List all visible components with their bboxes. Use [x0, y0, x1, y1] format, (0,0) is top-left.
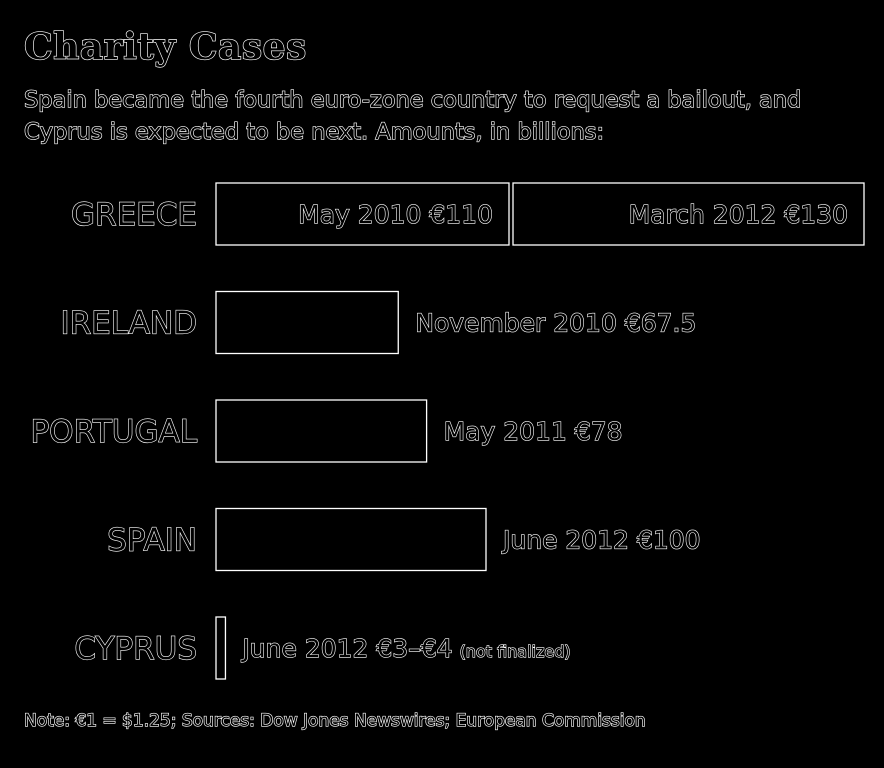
source-note: Note: €1 = $1.25; Sources: Dow Jones New…	[23, 710, 646, 731]
bar-greece-0	[215, 182, 510, 246]
bar-ireland-0	[215, 290, 399, 355]
bar-label-cyprus-0: June 2012 €3–€4 (not finalized)	[240, 634, 570, 663]
bar-cyprus-0	[215, 616, 227, 680]
country-label-portugal: PORTUGAL	[30, 414, 197, 450]
bar-greece-1	[512, 182, 865, 246]
chart-subtitle: Spain became the fourth euro-zone countr…	[23, 86, 802, 145]
chart-title: Charity Cases	[23, 25, 307, 68]
bar-spain-0	[215, 507, 487, 572]
country-label-cyprus: CYPRUS	[74, 631, 197, 667]
country-label-spain: SPAIN	[107, 523, 197, 559]
bar-note-cyprus: (not finalized)	[460, 642, 571, 661]
bar-label-greece-0: May 2010 €110	[298, 200, 493, 229]
country-label-greece: GREECE	[71, 197, 197, 233]
bar-portugal-0	[215, 399, 428, 463]
bar-label-spain-0: June 2012 €100	[501, 526, 701, 555]
country-label-ireland: IRELAND	[60, 306, 197, 342]
bar-label-greece-1: March 2012 €130	[629, 200, 848, 229]
bar-label-ireland-0: November 2010 €67.5	[415, 309, 696, 338]
bar-label-portugal-0: May 2011 €78	[444, 417, 623, 446]
